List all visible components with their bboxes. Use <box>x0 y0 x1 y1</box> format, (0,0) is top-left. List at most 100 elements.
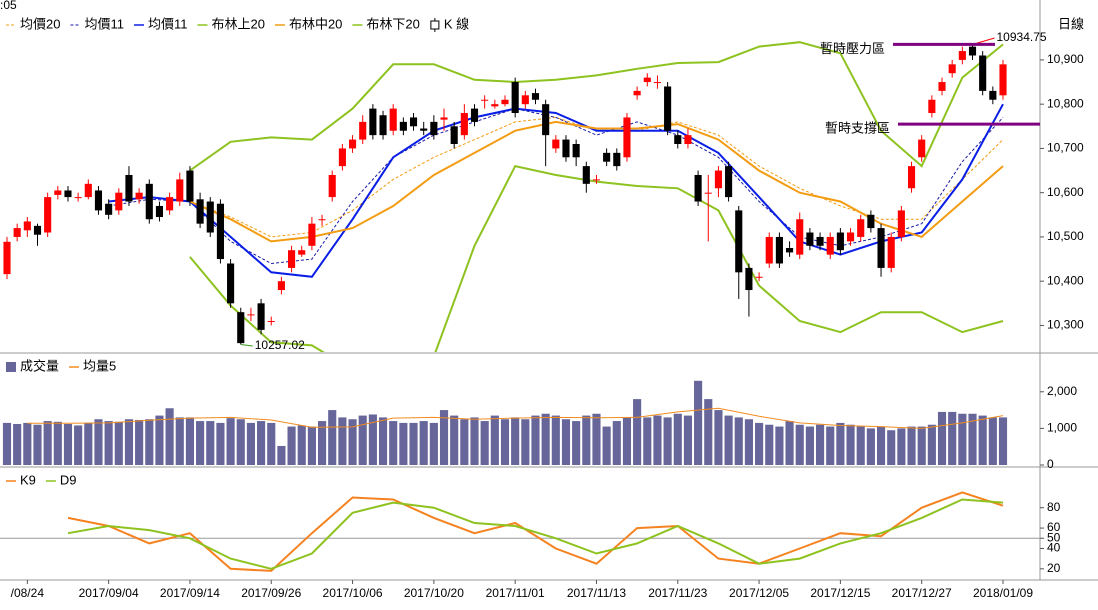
x-tick-label: 2017/09/14 <box>160 586 220 600</box>
candle-body <box>806 232 814 246</box>
candle-body <box>470 108 479 122</box>
candle-body <box>521 95 529 105</box>
candle-body <box>288 250 296 268</box>
min-pointer <box>240 343 253 347</box>
candle-body <box>481 99 489 101</box>
candle-body <box>989 90 997 100</box>
candle-body <box>653 82 662 84</box>
y-tick-label: 10,500 <box>1047 229 1084 243</box>
volume-bar <box>856 426 865 465</box>
volume-bar <box>785 421 794 465</box>
volume-bar <box>887 430 896 465</box>
volume-bar <box>511 417 520 465</box>
volume-bar <box>694 380 703 465</box>
corner-label: :05 <box>0 0 17 12</box>
candle-body <box>694 174 702 202</box>
candle-body <box>511 82 519 114</box>
candle-body <box>186 170 194 202</box>
volume-bar <box>846 424 855 465</box>
x-tick-label: 2017/10/06 <box>323 586 383 600</box>
candle-body <box>23 221 31 231</box>
volume-bar <box>226 418 235 465</box>
candle-body <box>420 128 428 131</box>
volume-bar <box>74 425 83 465</box>
volume-bar <box>450 415 459 465</box>
candle-body <box>623 117 631 158</box>
volume-bar <box>348 419 357 465</box>
legend-label: 均價20 <box>20 16 60 31</box>
candle-body <box>938 82 946 91</box>
candle-body <box>338 148 346 167</box>
y-tick-label: 10,800 <box>1047 96 1084 110</box>
candle-body <box>460 113 468 136</box>
legend-label: D9 <box>60 472 77 487</box>
candle-body <box>897 210 905 237</box>
candle-body <box>318 219 326 221</box>
candle-body <box>155 205 164 218</box>
x-tick-label: 2017/09/04 <box>79 586 139 600</box>
volume-bar <box>866 428 875 465</box>
candle-body <box>948 64 956 74</box>
candle-body <box>44 197 52 233</box>
candle-body <box>359 121 367 140</box>
volume-bar <box>480 421 489 465</box>
candle-body <box>786 248 794 253</box>
volume-bar <box>968 413 977 465</box>
candle-body <box>816 236 824 246</box>
volume-bar <box>551 415 560 465</box>
volume-bar <box>206 421 215 465</box>
candle-body <box>552 139 560 149</box>
legend-label: 均價11 <box>84 16 124 31</box>
volume-bar <box>612 421 621 465</box>
x-tick-label: 2018/01/09 <box>973 586 1033 600</box>
volume-bar <box>826 426 835 465</box>
candle-body <box>247 314 255 316</box>
volume-bar <box>104 421 113 465</box>
candle-body <box>216 203 224 260</box>
volume-bar <box>43 421 52 465</box>
y-tick-label: 10,600 <box>1047 185 1084 199</box>
price-line <box>189 41 1004 172</box>
candle-body <box>328 174 336 198</box>
y-tick-label: 10,900 <box>1047 52 1084 66</box>
volume-bar <box>561 419 571 465</box>
volume-bar <box>267 422 276 465</box>
candle-body <box>613 152 621 167</box>
volume-bar <box>135 419 144 465</box>
candle-body <box>745 267 753 291</box>
volume-bar <box>53 421 62 465</box>
volume-bar <box>704 399 713 465</box>
volume-bar <box>724 415 733 465</box>
candle-body <box>643 77 651 83</box>
candle-body <box>603 152 611 162</box>
volume-bar <box>937 411 947 465</box>
y-tick-label: 60 <box>1047 520 1061 534</box>
candle-body <box>105 203 113 215</box>
y-tick-label: 10,400 <box>1047 273 1084 287</box>
candle-body <box>125 174 133 202</box>
volume-bar <box>216 422 225 465</box>
volume-bar <box>175 417 184 465</box>
legend-label: 均價11 <box>148 16 188 31</box>
volume-bar <box>419 421 428 465</box>
y-tick-label: 40 <box>1047 541 1061 555</box>
volume-bar <box>978 415 987 465</box>
x-tick-label: 2017/12/05 <box>729 586 789 600</box>
min-label: 10257.02 <box>255 338 305 352</box>
candle-body <box>33 225 42 235</box>
x-tick-label: 2017/11/23 <box>648 586 707 600</box>
y-tick-label: 20 <box>1047 561 1061 575</box>
candle-body <box>664 86 672 131</box>
candle-body <box>196 199 204 224</box>
candle-body <box>369 108 377 136</box>
volume-bar <box>755 422 764 465</box>
volume-bar <box>541 413 550 465</box>
volume-bar <box>460 419 469 465</box>
volume-bar <box>23 422 32 465</box>
candle-body <box>999 64 1007 96</box>
volume-bar <box>765 424 774 465</box>
period-label: 日線 <box>1058 16 1084 31</box>
kd-line <box>67 491 1004 572</box>
y-tick-label: 0 <box>1047 457 1054 471</box>
